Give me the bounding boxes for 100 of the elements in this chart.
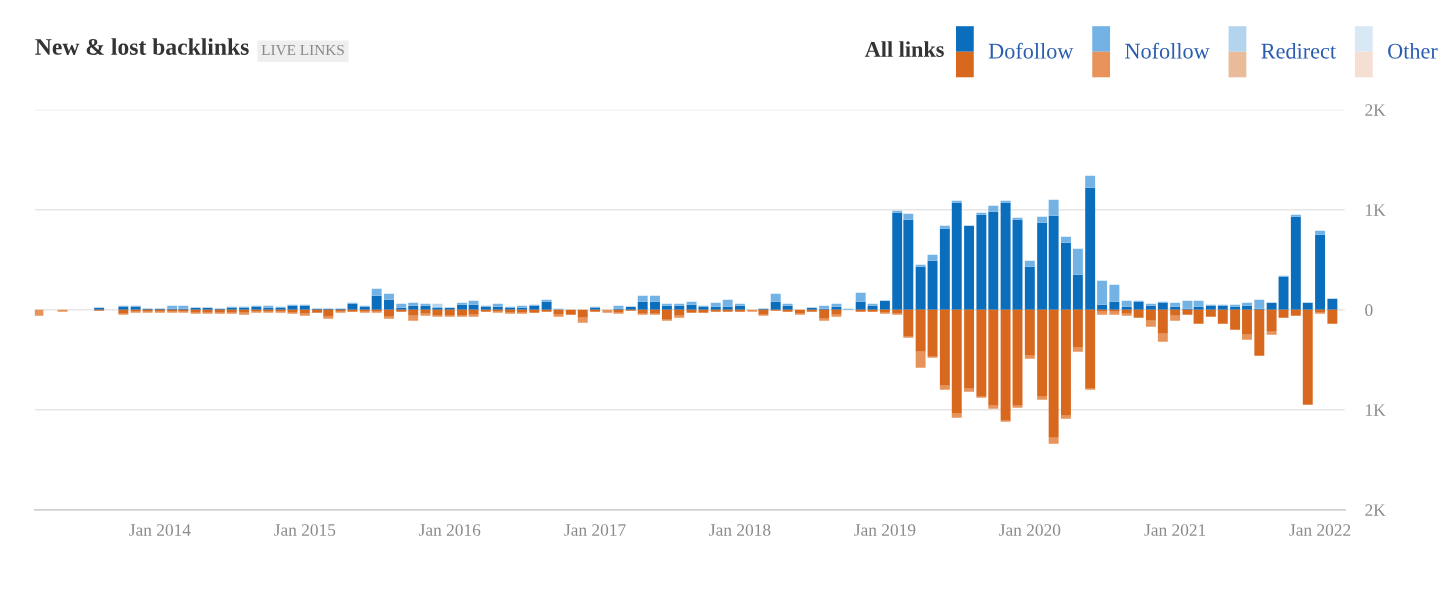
- bar: [1048, 199, 1059, 216]
- bar: [299, 313, 310, 316]
- bar: [1072, 309, 1083, 348]
- bar: [1302, 302, 1313, 310]
- bar: [879, 300, 890, 310]
- bar: [988, 205, 999, 212]
- bar: [1037, 216, 1048, 223]
- legend-title: All links: [864, 41, 944, 57]
- bar: [1217, 309, 1228, 324]
- bar: [988, 405, 999, 409]
- bar: [939, 385, 950, 390]
- bar: [951, 200, 962, 203]
- bar: [396, 303, 407, 308]
- y-tick-label: 2K: [1365, 504, 1386, 516]
- bar: [927, 309, 938, 357]
- bar: [1000, 309, 1011, 421]
- bar: [674, 309, 685, 316]
- bar: [420, 313, 431, 316]
- bar: [1290, 214, 1301, 217]
- bar: [384, 309, 394, 317]
- bar: [529, 305, 540, 310]
- bar: [299, 309, 310, 314]
- bar: [735, 303, 745, 306]
- bar: [661, 303, 672, 306]
- bar: [867, 303, 878, 306]
- bar: [855, 292, 866, 302]
- bar: [939, 309, 950, 386]
- bar: [1217, 305, 1228, 310]
- bar: [1145, 303, 1156, 306]
- bar: [1193, 309, 1204, 324]
- legend-label: Redirect: [1261, 42, 1336, 59]
- bar: [747, 309, 758, 312]
- bar: [1097, 280, 1108, 305]
- bar: [782, 305, 793, 310]
- bar: [722, 299, 733, 307]
- bar: [1109, 301, 1120, 310]
- bar: [1157, 309, 1168, 334]
- bar: [1012, 309, 1023, 406]
- x-tick-label: Jan 2018: [709, 524, 771, 536]
- bar: [951, 202, 962, 310]
- bar: [577, 317, 588, 323]
- bar: [1193, 306, 1204, 310]
- bar: [855, 301, 866, 310]
- bar: [1157, 302, 1168, 310]
- bar: [1133, 301, 1144, 310]
- bar: [1157, 333, 1168, 342]
- bar: [867, 309, 878, 312]
- bar: [468, 300, 479, 305]
- bar: [1302, 309, 1313, 405]
- bar: [915, 264, 926, 267]
- bar: [457, 302, 468, 305]
- bar: [927, 254, 938, 261]
- bar: [1327, 309, 1338, 324]
- bar: [1037, 309, 1048, 397]
- bar: [1242, 309, 1252, 335]
- bar: [1145, 309, 1156, 321]
- bar: [553, 314, 564, 317]
- bar: [1145, 305, 1156, 310]
- bar: [420, 303, 431, 306]
- bar: [1290, 216, 1301, 310]
- bar: [1182, 300, 1193, 309]
- bar: [1037, 222, 1048, 310]
- bar: [1012, 405, 1023, 408]
- y-tick-label: 2K: [1365, 104, 1386, 116]
- bar: [34, 309, 44, 316]
- bar: [867, 305, 878, 310]
- bar: [637, 301, 648, 310]
- bar: [1254, 309, 1265, 356]
- bar: [637, 295, 648, 302]
- bar: [964, 388, 975, 392]
- bar: [855, 309, 866, 312]
- bar: [384, 316, 394, 319]
- bar: [371, 288, 382, 296]
- bar: [1121, 313, 1132, 316]
- bar: [1170, 315, 1181, 321]
- bar: [951, 309, 962, 414]
- bar: [602, 309, 613, 313]
- bar: [1024, 266, 1035, 310]
- bar: [1085, 175, 1096, 188]
- bar: [1085, 187, 1096, 310]
- bar: [1048, 437, 1059, 444]
- bar: [1024, 355, 1035, 359]
- bar: [118, 309, 129, 314]
- bar: [1278, 276, 1289, 310]
- bar: [468, 304, 479, 310]
- bar: [408, 309, 419, 316]
- bar: [432, 309, 443, 316]
- bar: [287, 305, 298, 310]
- bar: [1230, 309, 1241, 330]
- y-tick-label: 1K: [1366, 404, 1386, 416]
- bar: [1097, 304, 1108, 310]
- x-tick-label: Jan 2022: [1289, 524, 1351, 536]
- bar: [408, 302, 419, 306]
- bar: [1048, 215, 1059, 310]
- x-tick-label: Jan 2016: [419, 524, 481, 536]
- bar: [770, 293, 781, 302]
- bar: [1060, 236, 1071, 243]
- bar: [819, 318, 830, 321]
- bar: [408, 305, 419, 310]
- bar: [976, 212, 987, 215]
